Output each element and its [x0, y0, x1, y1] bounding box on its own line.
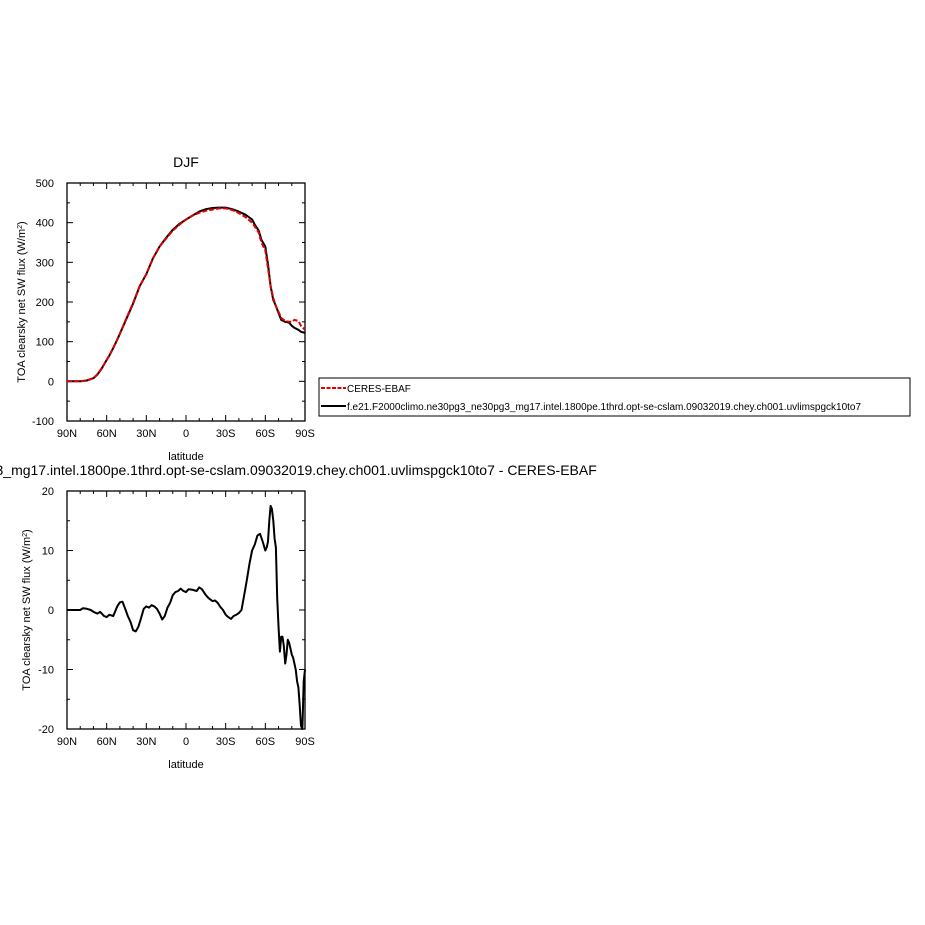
bottom-x-axis-label: latitude	[168, 759, 203, 771]
bottom-x-tick-label: 90N	[57, 736, 77, 748]
legend-label-ceres: CERES-EBAF	[347, 384, 411, 395]
bottom-y-axis-label: TOA clearsky net SW flux (W/m2)	[21, 529, 33, 690]
bottom-series-line-0	[67, 504, 306, 730]
bottom-y-axis-label-sup: 2	[22, 533, 29, 537]
top-panel-title: DJF	[173, 154, 199, 170]
top-y-tick-label: 0	[48, 376, 54, 388]
top-x-tick-label: 30S	[216, 428, 236, 440]
bottom-y-tick-label: -10	[38, 665, 54, 677]
top-x-tick-label: 60N	[97, 428, 117, 440]
top-x-tick-label: 90S	[295, 428, 315, 440]
bottom-panel-title: f.e21.F2000climo.ne30pg3_ne30pg3_mg17.in…	[0, 462, 597, 478]
top-x-tick-label: 60S	[256, 428, 276, 440]
legend-label-model: f.e21.F2000climo.ne30pg3_ne30pg3_mg17.in…	[347, 402, 861, 413]
bottom-x-tick-label: 30N	[136, 736, 156, 748]
top-y-tick-label: 100	[36, 337, 54, 349]
top-y-axis-label: TOA clearsky net SW flux (W/m2)	[16, 221, 28, 382]
top-y-axis-label-sup: 2	[17, 225, 24, 229]
top-x-tick-label: 30N	[136, 428, 156, 440]
legend-box	[318, 377, 911, 417]
top-y-tick-label: 200	[36, 297, 54, 309]
bottom-y-tick-label: 0	[48, 605, 54, 617]
bottom-ticks: 90N 60N 30N 0 30S 60S 90S -20 -10 0 10 20	[38, 486, 315, 748]
bottom-y-tick-label: 20	[42, 486, 54, 498]
top-y-tick-label: 300	[36, 257, 54, 269]
bottom-y-tick-label: -20	[38, 724, 54, 736]
bottom-y-axis-label-close: )	[21, 529, 33, 533]
top-y-tick-label: 400	[36, 218, 54, 230]
top-x-tick-label: 90N	[57, 428, 77, 440]
top-x-tick-label: 0	[183, 428, 189, 440]
top-y-axis-label-close: )	[16, 221, 28, 225]
bottom-x-tick-label: 0	[183, 736, 189, 748]
top-x-axis-label: latitude	[168, 451, 203, 463]
top-series-line-0	[67, 207, 306, 383]
legend: CERES-EBAF f.e21.F2000climo.ne30pg3_ne30…	[318, 377, 911, 417]
bottom-x-tick-label: 90S	[295, 736, 315, 748]
bottom-y-axis-label-main: TOA clearsky net SW flux (W/m	[21, 537, 33, 691]
top-series-group	[67, 206, 306, 383]
bottom-x-tick-label: 30S	[216, 736, 236, 748]
bottom-x-tick-label: 60S	[256, 736, 276, 748]
bottom-panel: f.e21.F2000climo.ne30pg3_ne30pg3_mg17.in…	[0, 462, 597, 771]
top-panel: DJF 90N 60N 30N 0 30S 60S 90S -100 0 100 200 300 400…	[16, 154, 911, 463]
top-series-line-1	[67, 206, 306, 383]
top-y-axis-label-main: TOA clearsky net SW flux (W/m	[16, 229, 28, 383]
bottom-x-tick-label: 60N	[97, 736, 117, 748]
top-y-tick-label: 500	[36, 178, 54, 190]
bottom-series-group	[67, 504, 306, 730]
top-y-tick-label: -100	[32, 416, 54, 428]
top-ticks: 90N 60N 30N 0 30S 60S 90S -100 0 100 200 300 400 500	[32, 178, 315, 440]
bottom-y-tick-label: 10	[42, 546, 54, 558]
